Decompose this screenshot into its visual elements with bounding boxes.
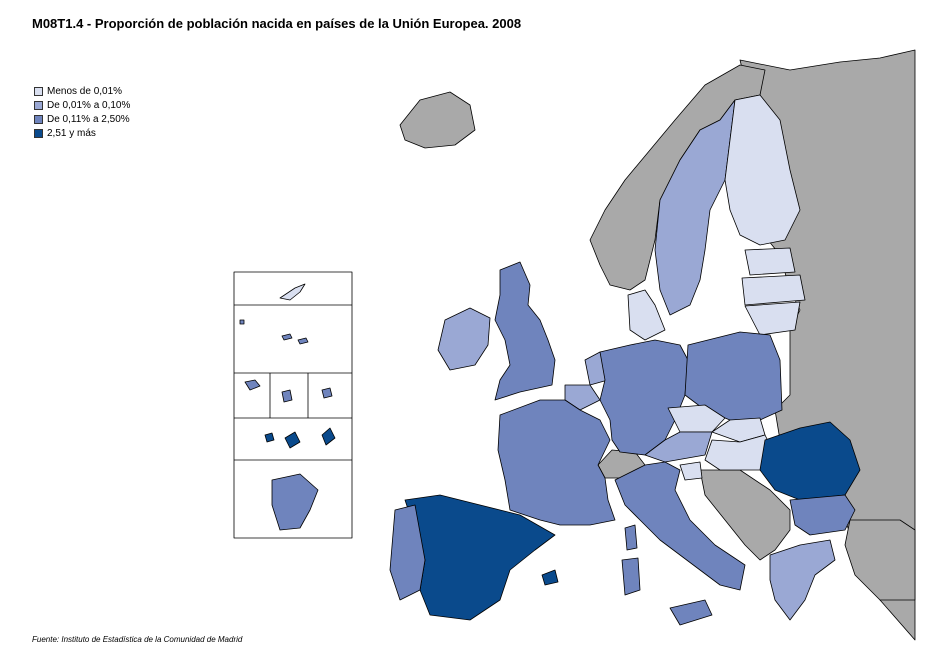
corsica [624,524,638,551]
slovakia [711,417,766,443]
legend-swatch-3 [34,114,43,124]
france [497,399,616,526]
legend-label-3: De 0,11% a 2,50% [47,113,130,125]
legend-swatch-4 [34,128,43,138]
inset-panel [233,271,353,539]
turkey [844,519,916,601]
balkans-non-eu [699,469,791,561]
slovenia [679,461,703,481]
legend-swatch-1 [34,86,43,96]
inset-martinique-guadeloupe [244,379,333,403]
uk [494,261,556,401]
legend-swatch-2 [34,100,43,110]
estonia [744,247,796,276]
legend-item-4: 2,51 y más [34,126,130,140]
greece [769,539,836,621]
inset-french-guiana [271,473,319,531]
legend-label-2: De 0,01% a 0,10% [47,99,131,111]
iceland [399,91,476,149]
legend-item-3: De 0,11% a 2,50% [34,112,130,126]
portugal [389,504,426,601]
bulgaria [789,494,856,536]
latvia [741,274,806,306]
inset-canary-islands [264,427,336,449]
sicily [669,599,713,626]
belgium [564,384,601,411]
lithuania [744,301,801,336]
sardinia [621,557,641,596]
inset-cyprus [279,283,306,301]
legend-label-4: 2,51 y más [47,127,96,139]
legend-item-2: De 0,01% a 0,10% [34,98,130,112]
denmark [627,289,666,341]
sweden [654,99,736,316]
finland [724,94,801,246]
source-note: Fuente: Instituto de Estadística de la C… [32,635,243,644]
romania [759,421,861,501]
legend-item-1: Menos de 0,01% [34,84,130,98]
map-title: M08T1.4 - Proporción de población nacida… [32,16,522,31]
czech-republic [667,404,726,433]
legend: Menos de 0,01% De 0,01% a 0,10% De 0,11%… [34,84,130,140]
inset-azores [239,319,309,345]
italy [614,461,746,591]
balearic-islands [541,569,559,586]
poland [684,331,783,421]
legend-label-1: Menos de 0,01% [47,85,123,97]
ireland [437,307,491,371]
